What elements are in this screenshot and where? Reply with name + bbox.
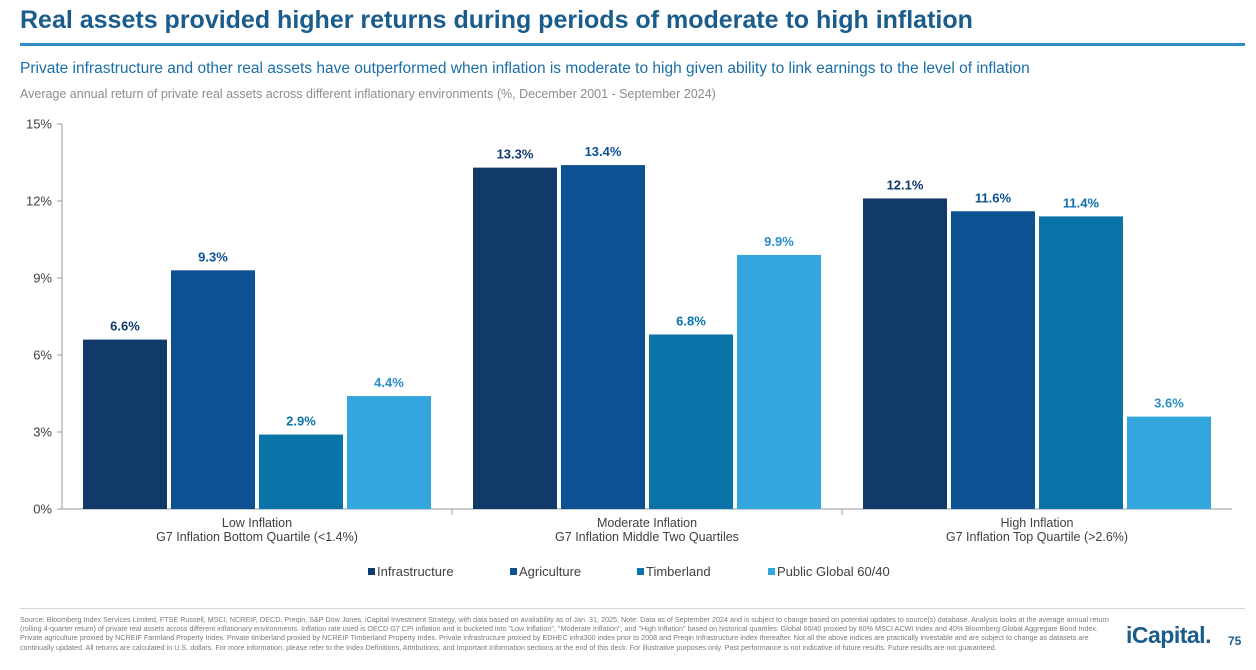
legend-swatch — [510, 568, 517, 575]
bar-timberland — [649, 334, 733, 509]
y-tick-label: 9% — [33, 271, 52, 286]
y-tick-label: 3% — [33, 425, 52, 440]
data-label: 2.9% — [286, 414, 316, 429]
data-label: 13.3% — [497, 147, 534, 162]
legend-label: Infrastructure — [377, 564, 454, 579]
icapital-logo: iCapital. — [1126, 622, 1211, 648]
chart-caption: Average annual return of private real as… — [20, 87, 716, 101]
bar-agriculture — [171, 270, 255, 509]
page-number: 75 — [1228, 634, 1242, 648]
bar-chart: 0% 3% 6% 9% 12% 15% 6.6% 9.3% 2.9% 4.4% Low Inflat… — [26, 117, 1232, 579]
legend-label: Agriculture — [519, 564, 581, 579]
bar-public-global-60-40 — [347, 396, 431, 509]
x-category-label: High Inflation — [1001, 516, 1074, 530]
data-label: 9.3% — [198, 249, 228, 264]
bar-agriculture — [951, 211, 1035, 509]
legend-label: Public Global 60/40 — [777, 564, 890, 579]
page-subtitle: Private infrastructure and other real as… — [20, 60, 1030, 77]
legend-swatch — [768, 568, 775, 575]
y-tick-label: 6% — [33, 348, 52, 363]
legend-swatch — [368, 568, 375, 575]
x-category-label: Moderate Inflation — [597, 516, 697, 530]
y-tick-label: 12% — [26, 194, 52, 209]
data-label: 13.4% — [585, 144, 622, 159]
data-label: 11.6% — [975, 190, 1012, 205]
data-label: 6.8% — [676, 313, 706, 328]
x-category-label: G7 Inflation Middle Two Quartiles — [555, 530, 739, 544]
y-tick-label: 15% — [26, 117, 52, 132]
data-label: 3.6% — [1154, 396, 1184, 411]
bar-infrastructure — [83, 339, 167, 509]
data-label: 11.4% — [1063, 195, 1100, 210]
bar-public-global-60-40 — [1127, 416, 1211, 509]
page-title: Real assets provided higher returns duri… — [20, 6, 973, 34]
data-label: 12.1% — [887, 177, 924, 192]
x-category-label: G7 Inflation Top Quartile (>2.6%) — [946, 530, 1128, 544]
title-divider — [20, 43, 1245, 46]
bar-infrastructure — [863, 198, 947, 509]
x-category-label: Low Inflation — [222, 516, 292, 530]
bar-timberland — [259, 434, 343, 509]
data-label: 9.9% — [764, 234, 794, 249]
source-footnote: Source: Bloomberg Index Services Limited… — [20, 615, 1109, 652]
bar-public-global-60-40 — [737, 254, 821, 509]
footer-divider — [20, 608, 1245, 609]
legend-label: Timberland — [646, 564, 711, 579]
bar-infrastructure — [473, 167, 557, 509]
data-label: 6.6% — [110, 319, 140, 334]
bar-agriculture — [561, 165, 645, 510]
data-label: 4.4% — [374, 375, 404, 390]
legend-swatch — [637, 568, 644, 575]
y-tick-label: 0% — [33, 502, 52, 517]
bar-timberland — [1039, 216, 1123, 509]
x-category-label: G7 Inflation Bottom Quartile (<1.4%) — [156, 530, 358, 544]
